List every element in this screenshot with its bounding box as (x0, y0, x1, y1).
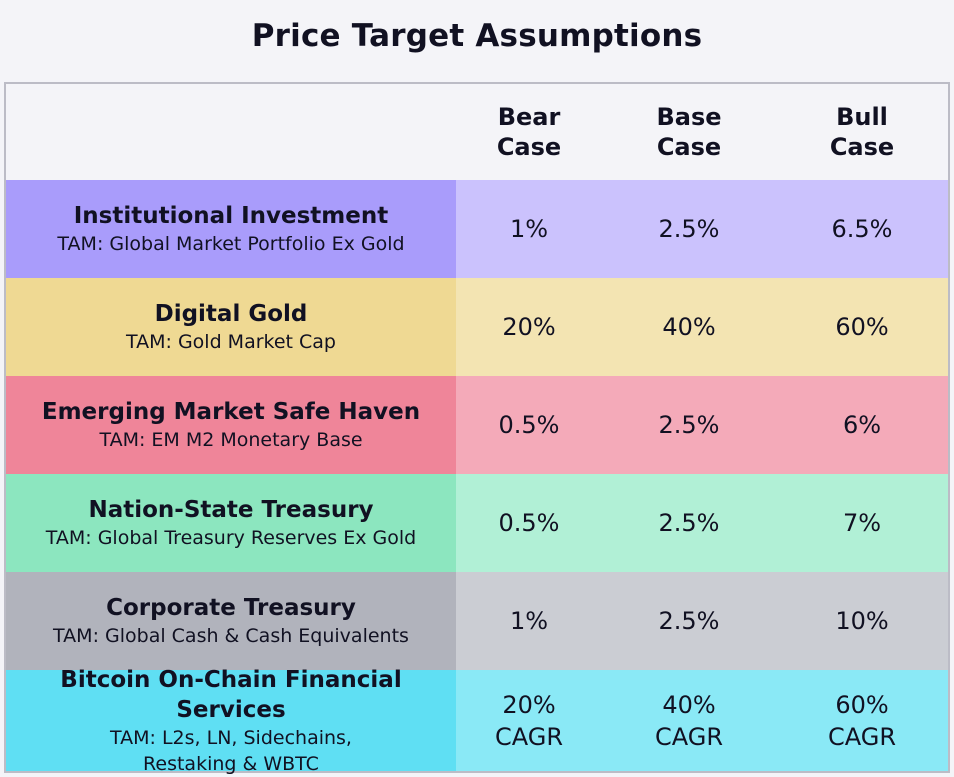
bull-value-cell: 10% (776, 572, 948, 670)
table-row: Digital Gold TAM: Gold Market Cap 20% 40… (6, 278, 948, 376)
bear-value: 1% (509, 215, 549, 243)
bull-value-cell: 7% (776, 474, 948, 572)
bull-value-cell: 6.5% (776, 180, 948, 278)
row-title: Emerging Market Safe Haven (41, 399, 421, 425)
row-label-cell: Bitcoin On-Chain Financial Services TAM:… (6, 667, 456, 775)
row-label-cell: Corporate Treasury TAM: Global Cash & Ca… (6, 572, 456, 670)
bear-value: 0.5% (498, 509, 560, 537)
base-value-cell: 40% CAGR (602, 670, 776, 771)
bull-value: 60% (835, 313, 889, 341)
base-value: 2.5% (658, 607, 720, 635)
header-base-case: Base Case (602, 84, 776, 180)
bear-value-cell: 20% (456, 278, 602, 376)
header-base-line2: Case (656, 133, 722, 161)
price-target-table: Bear Case Base Case Bull Case Institutio… (4, 82, 950, 775)
row-tam: TAM: EM M2 Monetary Base (99, 429, 363, 451)
bull-value-cell: 60% (776, 278, 948, 376)
bull-value: 60% (835, 690, 889, 719)
row-label-cell: Emerging Market Safe Haven TAM: EM M2 Mo… (6, 376, 456, 474)
bull-value: 10% (835, 607, 889, 635)
table-row: Bitcoin On-Chain Financial Services TAM:… (6, 667, 948, 775)
header-bear-case: Bear Case (456, 84, 602, 180)
bull-value-cell: 6% (776, 376, 948, 474)
row-label-cell: Nation-State Treasury TAM: Global Treasu… (6, 474, 456, 572)
table-row: Nation-State Treasury TAM: Global Treasu… (6, 474, 948, 572)
header-bull-line2: Case (829, 133, 895, 161)
bear-value: 1% (509, 607, 549, 635)
bear-value: 0.5% (498, 411, 560, 439)
table-header-row: Bear Case Base Case Bull Case (6, 84, 948, 180)
row-tam: TAM: Global Market Portfolio Ex Gold (57, 233, 405, 255)
row-tam: TAM: Gold Market Cap (125, 331, 336, 353)
row-tam-line2: Restaking & WBTC (143, 752, 319, 775)
row-title: Digital Gold (154, 301, 308, 327)
bear-value: 20% (502, 690, 556, 719)
row-label-cell: Digital Gold TAM: Gold Market Cap (6, 278, 456, 376)
base-value-cell: 2.5% (602, 572, 776, 670)
table-row: Institutional Investment TAM: Global Mar… (6, 180, 948, 278)
base-value: 40% (662, 690, 716, 719)
row-title: Bitcoin On-Chain Financial Services (60, 666, 402, 723)
bear-value-cell: 1% (456, 572, 602, 670)
row-title: Corporate Treasury (106, 595, 356, 621)
bear-value-cell: 0.5% (456, 376, 602, 474)
header-bull-case: Bull Case (776, 84, 948, 180)
bull-value-unit: CAGR (827, 722, 897, 751)
table-row: Corporate Treasury TAM: Global Cash & Ca… (6, 572, 948, 670)
header-bull-line1: Bull (836, 103, 888, 131)
bear-value-cell: 20% CAGR (456, 670, 602, 771)
base-value-cell: 2.5% (602, 180, 776, 278)
row-tam-line1: TAM: L2s, LN, Sidechains, (110, 726, 352, 749)
base-value: 2.5% (658, 411, 720, 439)
base-value: 2.5% (658, 215, 720, 243)
bull-value: 6% (842, 411, 882, 439)
page-title: Price Target Assumptions (251, 18, 703, 54)
base-value-cell: 2.5% (602, 474, 776, 572)
base-value-cell: 2.5% (602, 376, 776, 474)
row-title: Nation-State Treasury (88, 497, 374, 523)
header-bear-line2: Case (496, 133, 562, 161)
bear-value: 20% (502, 313, 556, 341)
bear-value-unit: CAGR (494, 722, 564, 751)
row-label-cell: Institutional Investment TAM: Global Mar… (6, 180, 456, 278)
bear-value-cell: 1% (456, 180, 602, 278)
header-empty-cell (6, 84, 456, 180)
bull-value: 6.5% (831, 215, 893, 243)
base-value-unit: CAGR (654, 722, 724, 751)
base-value: 40% (662, 313, 716, 341)
row-tam: TAM: Global Treasury Reserves Ex Gold (45, 527, 417, 549)
base-value: 2.5% (658, 509, 720, 537)
bear-value-cell: 0.5% (456, 474, 602, 572)
row-title: Institutional Investment (73, 203, 389, 229)
bull-value-cell: 60% CAGR (776, 670, 948, 771)
bull-value: 7% (842, 509, 882, 537)
base-value-cell: 40% (602, 278, 776, 376)
header-bear-line1: Bear (497, 103, 561, 131)
table-row: Emerging Market Safe Haven TAM: EM M2 Mo… (6, 376, 948, 474)
row-tam: TAM: Global Cash & Cash Equivalents (53, 625, 409, 647)
header-base-line1: Base (656, 103, 722, 131)
